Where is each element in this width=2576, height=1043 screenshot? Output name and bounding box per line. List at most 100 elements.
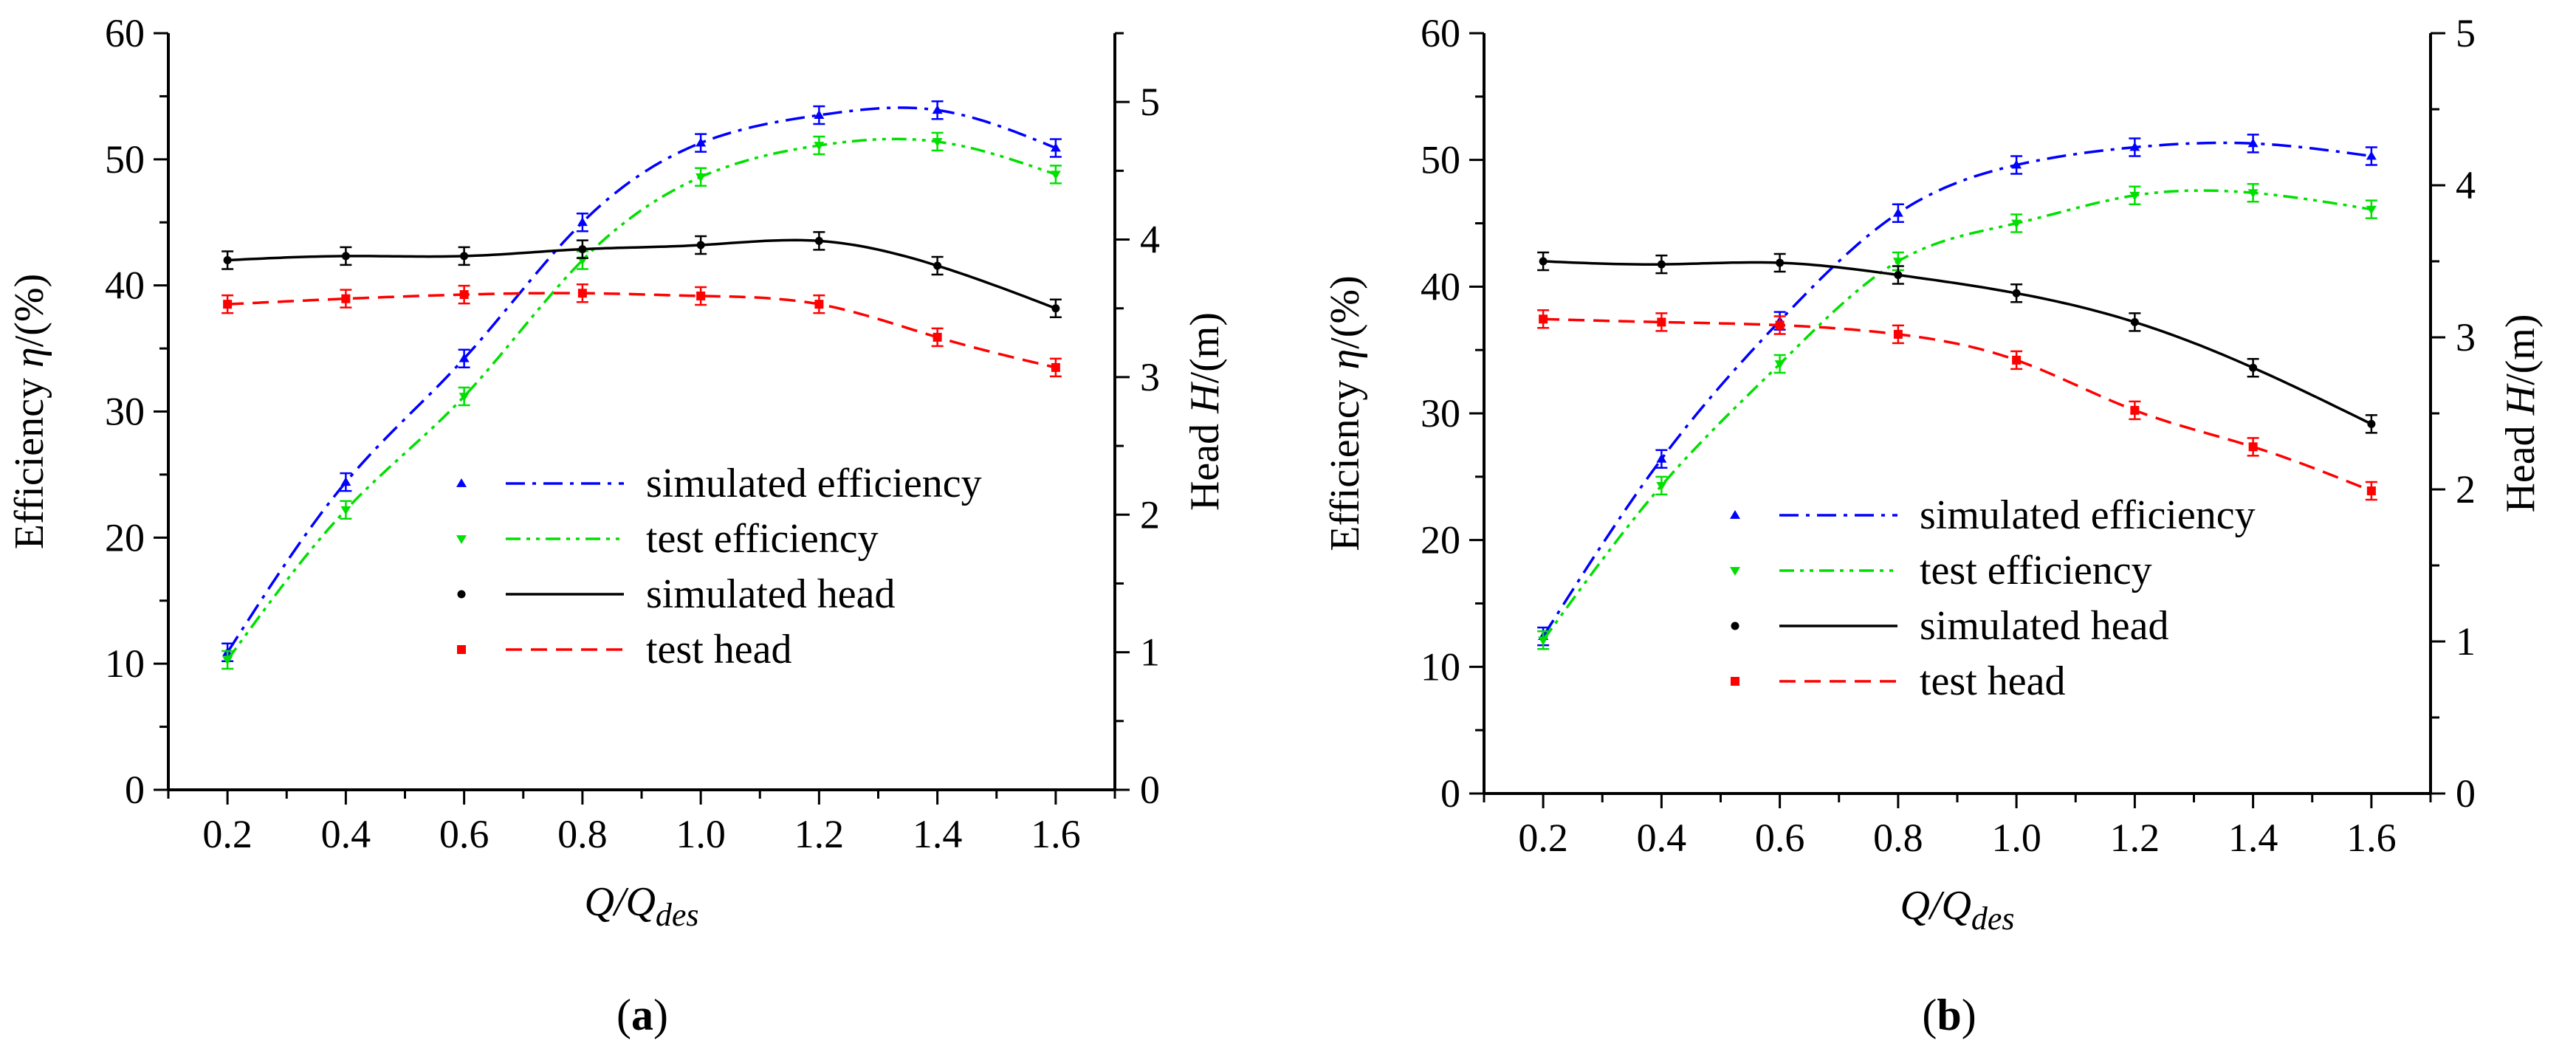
data-point [1050,171,1061,180]
data-point [578,245,587,254]
y-right-tick-label: 2 [1140,492,1160,537]
y-left-tick-label: 60 [105,11,145,55]
y-left-axis-title: Efficiency η/(%) [1322,275,1368,551]
y-left-title-prefix: Efficiency [1322,370,1368,551]
data-point [223,300,233,309]
data-point [1656,453,1667,463]
y-left-tick-label: 50 [105,137,145,182]
data-point [2129,142,2140,151]
legend-label: simulated head [646,571,895,617]
y-right-title-prefix: Head [1182,413,1228,511]
legend-label: simulated efficiency [646,461,982,506]
data-point [2366,486,2376,496]
data-point [2012,289,2021,297]
x-tick-label: 0.6 [1755,816,1805,860]
panel-label: (a) [616,991,668,1039]
data-point [459,290,469,300]
data-point [1892,207,1903,217]
y-left-title-suffix: /(%) [7,274,52,348]
data-point [1050,142,1061,152]
panel-label-open: ( [616,991,631,1039]
y-left-tick-label: 40 [105,264,145,308]
data-point [2367,419,2376,428]
data-point [696,291,706,300]
data-point [1775,320,1785,330]
legend-label: simulated efficiency [1920,492,2256,538]
series-line-simulated-efficiency [226,106,1057,653]
chart-panel-a: 0.2 0.4 0.6 0.8 1.0 1.2 1.4 1.6 0 10 20 30 40 50 60 0 1 2… [7,11,1228,1039]
data-point [1776,258,1785,267]
data-point [814,110,825,119]
y-right-title-suffix: /(m) [1182,312,1228,383]
data-point [695,173,707,182]
x-tick-label: 0.4 [1637,816,1687,860]
data-point [1657,260,1666,269]
y-right-tick-label: 2 [2456,467,2476,512]
x-tick-label: 1.2 [2110,816,2160,860]
data-point [1774,360,1785,370]
data-point [932,332,942,342]
data-point [2247,138,2259,148]
data-point [340,477,351,486]
data-point [577,289,587,298]
data-point [696,241,705,249]
y-right-title-symbol: H [1182,382,1228,414]
panel-label-close: ) [653,991,668,1039]
data-point [340,506,351,515]
panel-label-letter: b [1937,991,1961,1039]
data-point [458,353,470,362]
data-point [933,261,942,270]
data-point [1893,329,1903,339]
y-left-tick-label: 0 [1440,771,1460,816]
y-right-axis-title: Head H/(m) [1182,312,1228,511]
x-axis-title-base: Q/Q [1900,883,1971,929]
x-tick-label: 1.0 [1991,816,2041,860]
legend-label: test efficiency [1920,548,2152,593]
data-point [2249,363,2258,372]
data-point [1892,258,1903,266]
legend: simulated efficiency test efficiency simul… [1730,492,2256,704]
y-left-title-prefix: Efficiency [7,368,52,549]
legend-marker [456,535,467,544]
y-right-tick-label: 4 [2456,163,2476,207]
x-axis-title-base: Q/Q [584,879,655,925]
x-tick-label: 0.2 [202,812,253,856]
legend: simulated efficiency test efficiency simul… [456,461,982,672]
x-tick-label: 1.6 [2346,816,2397,860]
x-axis-title: Q/Qdes [1900,883,2014,937]
y-left-tick-label: 50 [1421,138,1460,182]
data-point [341,252,350,261]
series-line-test-head [1543,317,2372,492]
panel-label: (b) [1922,991,1976,1039]
data-point [2130,317,2139,326]
data-point [1657,317,1666,327]
x-tick-label: 0.2 [1518,816,1568,860]
x-axis-title-subscript: des [656,897,699,933]
panel-label-letter: a [631,991,653,1039]
y-right-tick-label: 5 [1140,80,1160,124]
y-left-tick-label: 0 [125,768,145,812]
panel-label-close: ) [1962,991,1976,1039]
y-left-tick-label: 60 [1421,11,1460,55]
legend-marker [457,590,466,599]
y-right-tick-label: 3 [1140,355,1160,399]
x-tick-label: 1.2 [794,812,845,856]
data-point [2012,355,2022,365]
data-point [2366,151,2377,160]
x-axis-title-subscript: des [1971,901,2015,937]
series-line-test-efficiency [226,137,1057,661]
x-tick-label: 0.6 [439,812,490,856]
panel-label-open: ( [1922,991,1937,1039]
y-right-tick-label: 5 [2456,11,2476,55]
y-left-tick-label: 10 [105,641,145,686]
legend-marker [457,645,466,654]
y-right-tick-label: 4 [1140,218,1160,262]
legend-marker [1730,567,1740,576]
legend-label: simulated head [1920,603,2168,649]
y-left-tick-label: 30 [105,390,145,434]
y-right-tick-label: 0 [1140,768,1160,812]
legend-label: test efficiency [646,516,879,562]
data-point [1894,271,1903,280]
x-tick-label: 0.8 [557,812,608,856]
